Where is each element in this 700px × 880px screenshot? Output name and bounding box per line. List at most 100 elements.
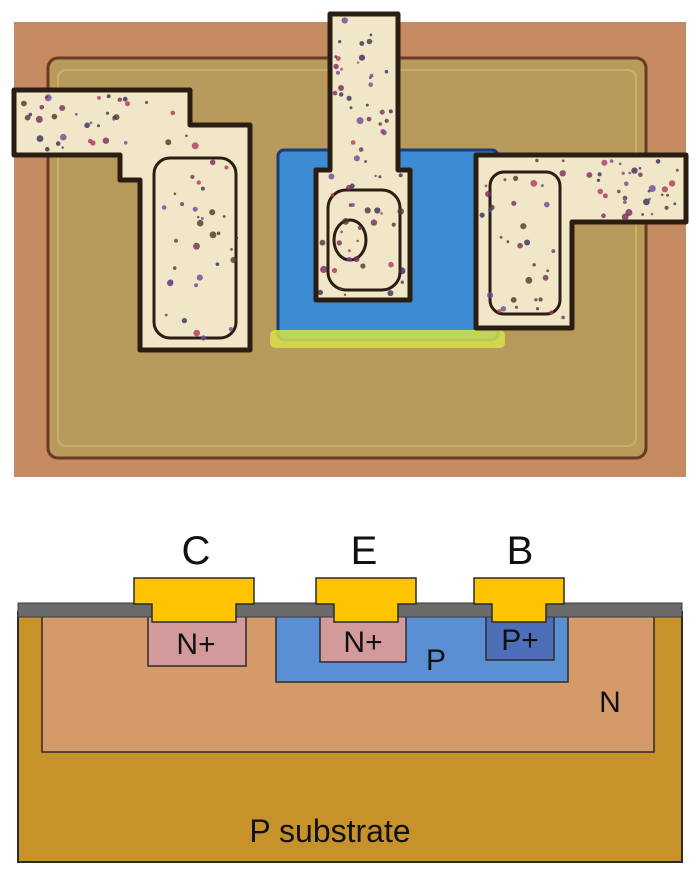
metal-speckle [517,242,523,249]
metal-speckle [364,160,367,163]
metal-speckle [170,110,176,116]
base-region-highlight [270,330,505,348]
metal-speckle [661,186,669,193]
metal-speckle [317,289,323,296]
metal-speckle [200,217,204,220]
metal-speckle [197,215,200,219]
metal-speckle [602,193,608,199]
metal-speckle [378,122,382,126]
metal-speckle [559,170,566,177]
metal-speckle [338,85,344,91]
metal-speckle [346,184,352,191]
metal-speckle [180,202,185,207]
metal-speckle [366,116,372,122]
metal-speckle [192,206,198,212]
metal-speckle [535,307,540,311]
terminal-label-emitter: E [351,529,378,573]
metal-speckle [173,192,177,196]
metal-speckle [215,262,220,267]
metal-speckle [597,172,602,177]
metal-speckle [561,315,565,320]
metal-speckle [384,118,389,123]
metal-speckle [340,67,343,71]
metal-speckle [200,186,205,191]
metal-speckle [190,174,195,179]
metal-speckle [336,70,340,75]
metal-speckle [618,162,622,166]
metal-speckle [59,105,66,111]
metal-speckle [668,180,676,187]
metal-speckle [384,69,389,74]
metal-speckle [123,141,128,145]
metal-speckle [513,175,519,181]
metal-speckle [660,193,664,197]
metal-speckle [379,109,385,115]
metal-speckle [55,141,61,146]
metal-speckle [360,263,366,269]
metal-speckle [356,117,364,125]
metal-speckle [196,180,201,185]
metal-speckle [561,159,565,163]
metal-speckle [628,171,632,175]
metal-speckle [196,219,204,227]
metal-speckle [200,335,207,341]
metal-speckle [112,117,116,121]
metal-speckle [365,103,369,107]
metal-speckle [24,114,31,121]
metal-speckle [338,287,343,291]
metal-speckle [36,135,44,143]
metal-speckle [601,159,608,166]
terminal-label-collector: C [182,529,211,573]
metal-speckle [61,146,64,149]
label-pplus-base: P+ [501,624,539,657]
metal-speckle [356,61,360,64]
metal-speckle [359,41,365,46]
metal-speckle [161,205,167,210]
metal-speckle [638,172,643,178]
metal-speckle [343,293,347,296]
metal-speckle [106,94,111,99]
base-metal-trace [473,152,689,331]
metal-speckle [525,276,533,284]
metal-speckle [609,159,614,163]
metal-speckle [489,204,495,211]
metal-speckle [330,193,335,198]
metal-speckle [524,239,531,246]
metal-speckle [370,219,378,226]
label-nplus-collector: N+ [176,628,215,661]
metal-speckle [499,235,503,239]
metal-speckle [97,124,100,128]
metal-speckle [181,318,187,324]
metal-speckle [368,82,374,87]
metal-speckle [331,267,338,274]
metal-speckle [174,238,178,243]
metal-speckle [398,267,406,275]
label-n-region: N [599,686,621,719]
terminal-label-base: B [507,529,534,573]
metal-speckle [320,265,328,274]
metal-speckle [45,146,50,152]
metal-speckle [374,174,377,178]
metal-speckle [228,327,233,332]
metal-speckle [586,172,593,178]
metal-speckle [347,249,351,253]
metal-speckle [358,147,364,152]
metal-speckle [165,139,172,146]
metal-speckle [487,292,494,299]
emitter-contact [326,188,402,292]
metal-speckle [209,209,216,216]
metal-speckle [230,248,233,251]
metal-speckle [172,266,177,270]
metal-speckle [601,213,606,218]
metal-speckle [535,158,539,163]
metal-speckle [388,109,393,114]
metal-speckle [117,97,123,102]
metal-speckle [194,283,199,288]
metal-speckle [102,137,110,144]
metal-speckle [196,274,203,281]
metal-speckle [534,298,538,302]
metal-speckle [369,33,373,37]
metal-speckle [544,201,550,208]
metal-speckle [520,223,527,230]
metal-speckle [356,239,359,243]
